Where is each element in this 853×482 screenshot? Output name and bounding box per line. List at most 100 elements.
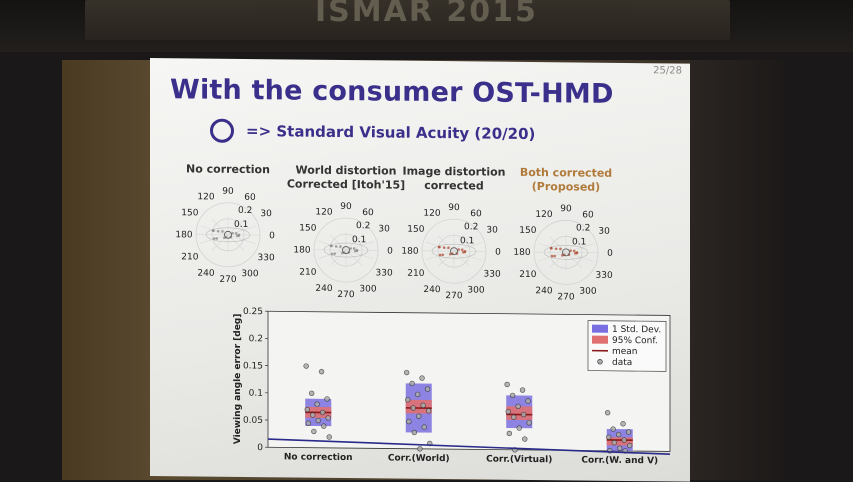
data-point (406, 419, 411, 424)
data-point (606, 435, 611, 440)
data-point (511, 415, 516, 420)
slide-title: With the consumer OST-HMD (170, 74, 614, 110)
data-point (627, 443, 632, 448)
data-point (611, 427, 616, 432)
data-point (320, 410, 325, 415)
data-point (422, 425, 427, 430)
polar-angle-label: 300 (359, 284, 376, 294)
data-point (621, 421, 626, 426)
polar-angle-label: 30 (378, 224, 390, 234)
data-point (311, 429, 316, 434)
data-point (521, 412, 526, 417)
data-point (510, 393, 515, 398)
data-point (626, 430, 631, 435)
polar-angle-label: 240 (315, 284, 332, 294)
legend-label: data (612, 358, 632, 368)
polar-point (553, 255, 556, 258)
data-point (421, 403, 426, 408)
polar-angle-label: 60 (244, 193, 256, 203)
polar-angle-label: 180 (513, 248, 530, 258)
data-point (412, 430, 417, 435)
polar-angle-label: 270 (557, 292, 574, 302)
y-tick-label: 0.25 (243, 307, 263, 317)
polar-point (555, 247, 558, 250)
polar-angle-label: 0 (607, 249, 613, 259)
polar-angle-label: 0 (387, 246, 393, 256)
data-point (520, 388, 525, 393)
polar-angle-label: 180 (175, 230, 192, 240)
data-point (426, 408, 431, 413)
page-number: 25/28 (653, 65, 682, 76)
polar-angle-label: 300 (467, 286, 484, 296)
legend-label: 95% Conf. (612, 336, 658, 346)
polar-angle-label: 60 (582, 210, 594, 220)
polar-point (443, 246, 446, 249)
data-point (310, 413, 315, 418)
data-point (425, 387, 430, 392)
data-point (420, 376, 425, 381)
x-category-label: Corr.(W. and V) (581, 456, 658, 467)
polar-angle-label: 150 (181, 208, 198, 218)
polar-radius-label: 0.2 (464, 222, 478, 232)
polar-angle-label: 30 (598, 227, 610, 237)
polar-angle-label: 60 (470, 209, 482, 219)
data-point (415, 392, 420, 397)
polar-radius-label: 0.2 (356, 221, 370, 231)
x-category-label: Corr.(Virtual) (486, 455, 552, 466)
polar-angle-label: 60 (362, 208, 374, 218)
data-point (527, 420, 532, 425)
polar-angle-label: 120 (423, 209, 440, 219)
legend-label: 1 Std. Dev. (612, 325, 661, 336)
data-point (417, 446, 422, 451)
data-point (507, 431, 512, 436)
polar-angle-label: 330 (484, 270, 501, 280)
polar-angle-label: 270 (219, 275, 236, 285)
polar-angle-label: 120 (315, 208, 332, 218)
data-point (326, 416, 331, 421)
polar-angle-label: 150 (519, 226, 536, 236)
data-point (526, 399, 531, 404)
polar-angle-label: 210 (519, 270, 536, 280)
data-point (411, 406, 416, 411)
polar-caption: World distortion Corrected [Itoh'15] (286, 163, 406, 192)
polar-angle-label: 210 (407, 269, 424, 279)
polar-angle-label: 90 (560, 204, 572, 214)
data-point (616, 432, 621, 437)
y-axis-label: Viewing angle error [deg] (233, 314, 243, 445)
polar-caption: Both corrected (Proposed) (506, 166, 626, 195)
data-point (325, 396, 330, 401)
polar-point (353, 247, 356, 250)
polar-angle-label: 330 (258, 253, 275, 263)
x-category-label: Corr.(World) (388, 453, 450, 464)
y-tick-label: 0 (257, 443, 263, 453)
polar-angle-label: 90 (340, 202, 352, 212)
polar-angle-label: 150 (299, 224, 316, 234)
conference-banner: ISMAR 2015 (85, 0, 730, 40)
legend-swatch (592, 325, 608, 333)
polar-angle-label: 240 (535, 286, 552, 296)
y-tick-label: 0.15 (243, 361, 263, 371)
polar-angle-label: 0 (269, 231, 275, 241)
data-point (612, 440, 617, 445)
polar-point (573, 250, 576, 253)
data-point (506, 409, 511, 414)
polar-angle-label: 90 (448, 203, 460, 213)
data-point (321, 424, 326, 429)
data-point (617, 446, 622, 451)
banner-text: ISMAR 2015 (315, 0, 538, 29)
polar-angle-label: 180 (293, 246, 310, 256)
y-tick-label: 0.1 (249, 389, 263, 399)
polar-point (235, 232, 238, 235)
data-point (315, 402, 320, 407)
subtitle-row: => Standard Visual Acuity (20/20) (210, 119, 535, 146)
data-point (517, 426, 522, 431)
polar-angle-label: 330 (376, 268, 393, 278)
polar-angle-label: 270 (337, 290, 354, 300)
data-point (410, 381, 415, 386)
polar-angle-label: 240 (197, 269, 214, 279)
polar-angle-label: 330 (596, 271, 613, 281)
